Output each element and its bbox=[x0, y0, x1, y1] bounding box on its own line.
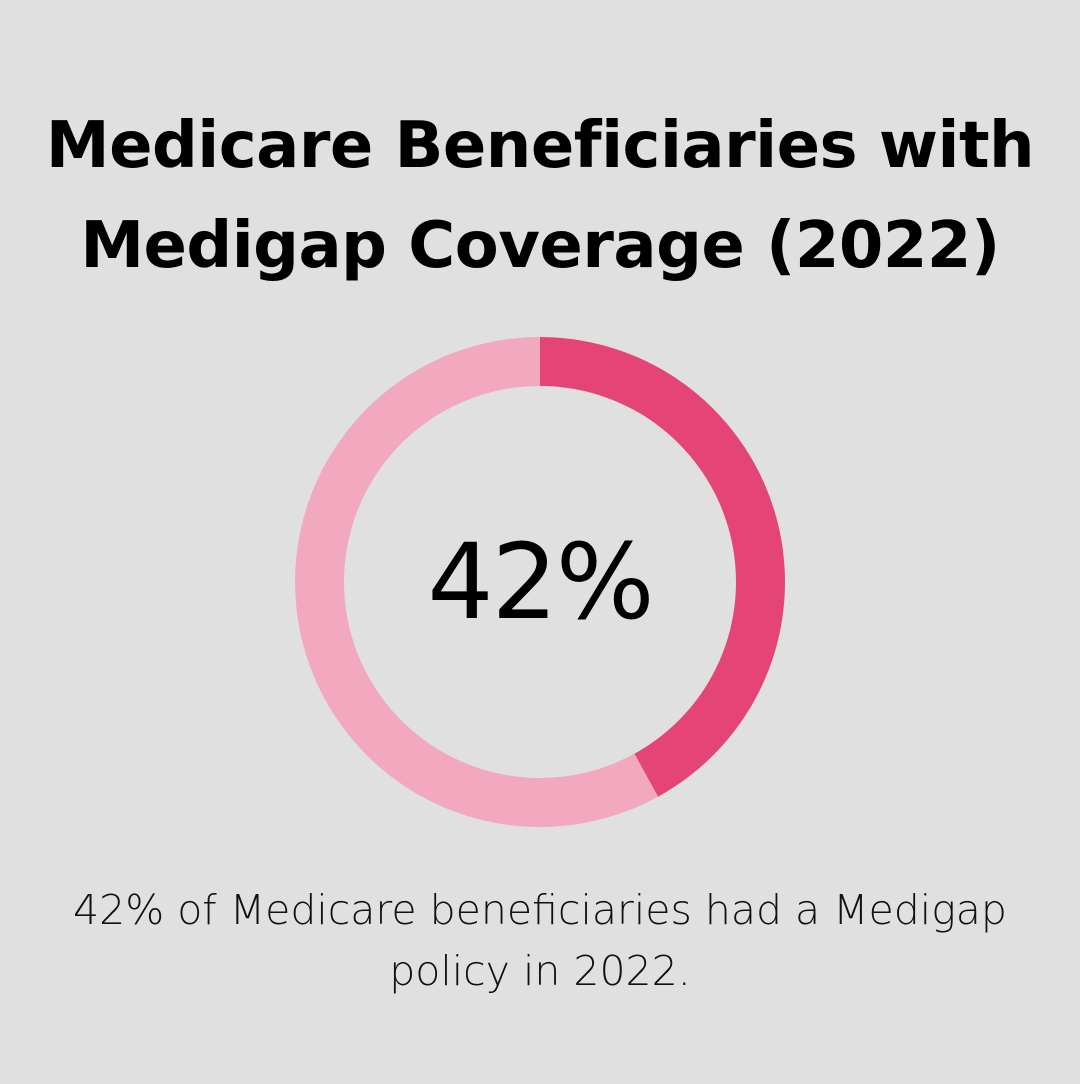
chart-caption: 42% of Medicare beneficiaries had a Medi… bbox=[73, 886, 1007, 995]
donut-slice-medigap bbox=[540, 337, 785, 797]
chart-title-line-1: Medicare Beneficiaries with bbox=[45, 109, 1035, 183]
donut-center-label: 42% bbox=[427, 521, 654, 643]
donut-slice-other bbox=[295, 337, 659, 827]
chart-title: Medicare Beneficiaries with Medigap Cove… bbox=[0, 96, 1080, 296]
chart-title-line-2: Medigap Coverage (2022) bbox=[80, 209, 1000, 283]
donut-chart-svg bbox=[295, 337, 785, 827]
donut-chart: 42% bbox=[295, 337, 785, 827]
